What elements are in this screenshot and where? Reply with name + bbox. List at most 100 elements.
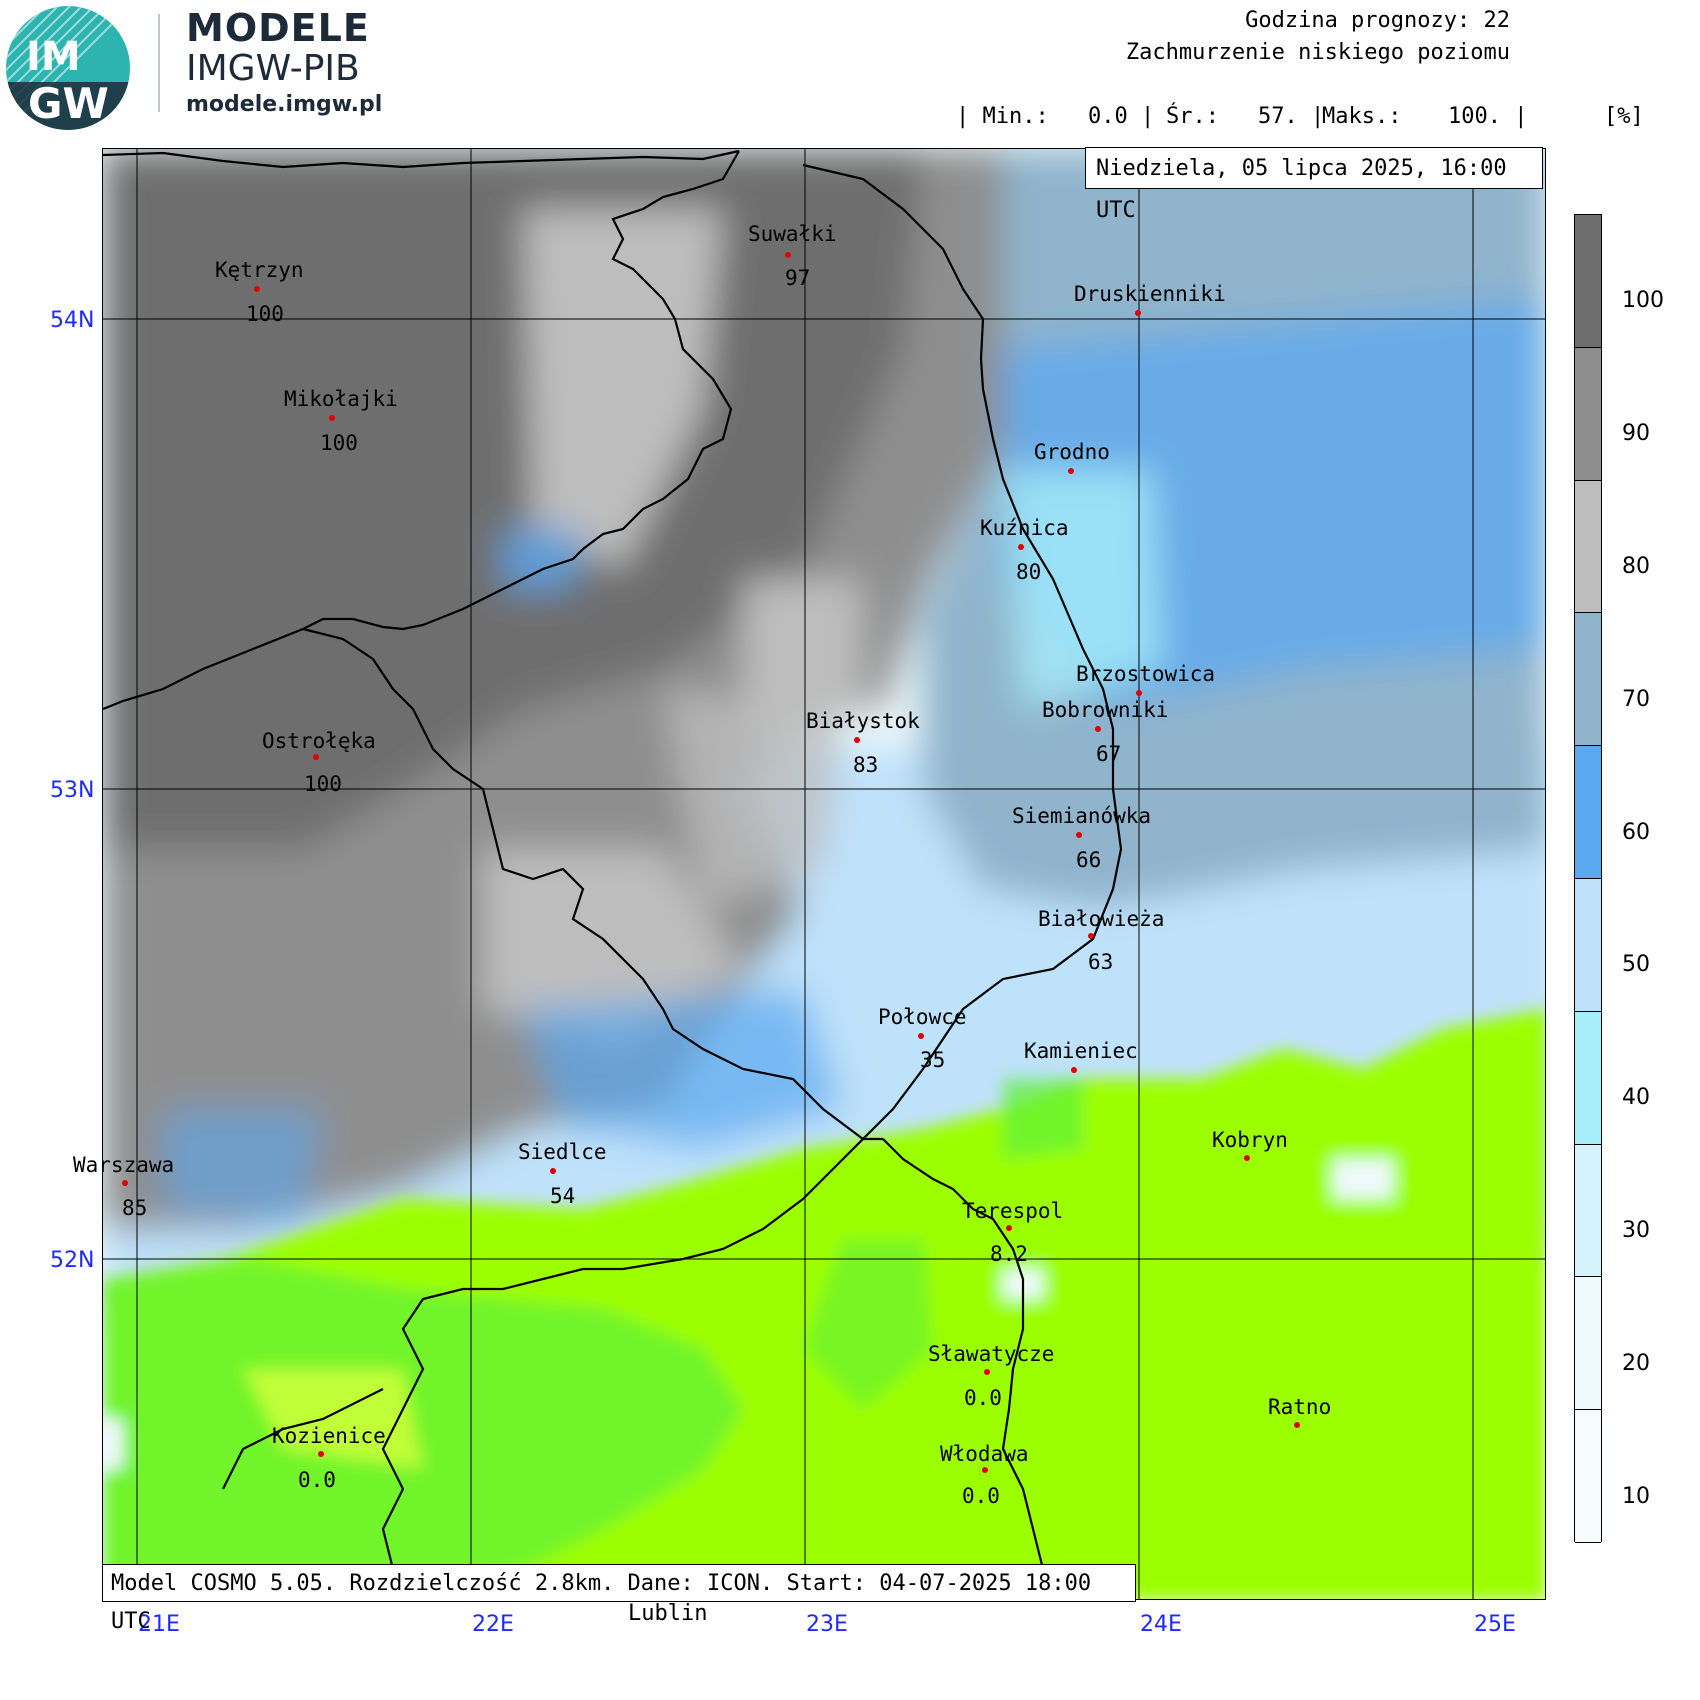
legend-swatch — [1575, 347, 1601, 481]
legend-swatch — [1575, 1144, 1601, 1278]
city-value: 83 — [853, 753, 879, 777]
brand-divider — [158, 14, 160, 112]
city-name: Grodno — [1034, 440, 1110, 464]
city-marker — [1076, 832, 1082, 838]
legend-swatch — [1575, 480, 1601, 614]
city-marker — [550, 1168, 556, 1174]
city-marker — [1006, 1225, 1012, 1231]
city-marker — [318, 1451, 324, 1457]
city-marker — [1088, 933, 1094, 939]
city-value: 0.0 — [298, 1468, 336, 1492]
city-marker — [1294, 1422, 1300, 1428]
map-frame — [102, 148, 1546, 1600]
city-name: Włodawa — [940, 1442, 1029, 1466]
city-name: Ostrołęka — [262, 729, 376, 753]
legend-swatch — [1575, 1011, 1601, 1145]
brand-title: MODELE — [186, 6, 370, 50]
legend-swatch — [1575, 613, 1601, 747]
city-marker — [982, 1467, 988, 1473]
lat-label-53n: 53N — [50, 778, 95, 803]
city-marker — [313, 754, 319, 760]
city-marker — [1136, 690, 1142, 696]
legend-label: 20 — [1622, 1350, 1650, 1376]
stat-max-value: 100. | — [1448, 104, 1528, 129]
city-value: 100 — [320, 431, 358, 455]
cloud-cover-map — [103, 149, 1545, 1599]
legend-label: 100 — [1622, 288, 1664, 314]
city-name: Połowce — [878, 1005, 967, 1029]
city-name: Siedlce — [518, 1140, 607, 1164]
city-marker — [329, 415, 335, 421]
lon-label-24e: 24E — [1140, 1612, 1182, 1637]
city-value: 35 — [920, 1048, 946, 1072]
city-name: Kobryn — [1212, 1128, 1288, 1152]
city-marker — [1244, 1155, 1250, 1161]
legend-label: 30 — [1622, 1218, 1650, 1243]
city-name: Brzostowica — [1076, 662, 1216, 686]
city-marker — [1018, 544, 1024, 550]
city-value: 54 — [550, 1184, 576, 1208]
lon-label-23e: 23E — [806, 1612, 848, 1637]
city-value: 80 — [1016, 560, 1042, 584]
country-borders — [103, 149, 1123, 1599]
city-marker — [1071, 1067, 1077, 1073]
brand-url-link[interactable]: modele.imgw.pl — [186, 92, 383, 117]
logo-text-bottom: GW — [28, 79, 109, 128]
city-name: Białystok — [806, 709, 920, 733]
city-name: Sławatycze — [928, 1342, 1055, 1366]
city-value: 100 — [304, 772, 342, 796]
city-name: Suwałki — [748, 222, 837, 246]
stat-max-label: Maks.: — [1322, 104, 1402, 129]
city-value: 63 — [1088, 950, 1114, 974]
city-marker — [254, 286, 260, 292]
city-name: Kuźnica — [980, 516, 1069, 540]
city-marker — [785, 252, 791, 258]
brand-subtitle: IMGW-PIB — [186, 48, 360, 89]
legend-label: 10 — [1622, 1483, 1650, 1509]
color-legend-bar — [1574, 214, 1602, 1543]
unit-label: [%] — [1604, 104, 1644, 129]
city-name: Kamieniec — [1024, 1039, 1138, 1063]
city-name: Warszawa — [73, 1153, 175, 1177]
city-value: 67 — [1096, 742, 1122, 766]
legend-label: 40 — [1622, 1085, 1650, 1111]
lat-label-54n: 54N — [50, 308, 95, 333]
city-marker — [854, 737, 860, 743]
city-value: 8.2 — [990, 1242, 1028, 1266]
stat-mean-label: Śr.: — [1166, 104, 1219, 129]
legend-swatch — [1575, 1277, 1601, 1411]
city-marker — [1135, 310, 1141, 316]
legend-label: 60 — [1622, 819, 1650, 845]
legend-label: 70 — [1622, 686, 1650, 712]
legend-label: 90 — [1622, 421, 1650, 447]
lon-label-21e: 21E — [138, 1612, 180, 1637]
city-marker — [918, 1033, 924, 1039]
city-marker — [1068, 468, 1074, 474]
city-name: Kętrzyn — [215, 258, 304, 282]
legend-swatch — [1575, 878, 1601, 1012]
stat-mean-value: 57. | — [1258, 104, 1325, 129]
imgw-logo: IM GW — [4, 4, 132, 132]
lat-label-52n: 52N — [50, 1248, 95, 1273]
lon-label-25e: 25E — [1474, 1612, 1516, 1637]
city-name: Mikołajki — [284, 387, 398, 411]
city-value: 0.0 — [962, 1484, 1000, 1508]
city-value: 100 — [246, 302, 284, 326]
logo-text-top: IM — [26, 34, 81, 80]
stat-min-label: | Min.: — [956, 104, 1049, 129]
lon-label-22e: 22E — [472, 1612, 514, 1637]
city-marker — [1095, 726, 1101, 732]
legend-swatch — [1575, 1410, 1601, 1543]
legend-label: 50 — [1622, 952, 1650, 978]
city-name: Bobrowniki — [1042, 698, 1169, 722]
city-value: 85 — [122, 1196, 148, 1220]
city-name: Siemianówka — [1012, 804, 1152, 828]
city-value: 97 — [785, 266, 811, 290]
legend-swatch — [1575, 215, 1601, 348]
graticule — [103, 149, 1545, 1599]
city-value: 0.0 — [964, 1386, 1002, 1410]
stat-min-value: 0.0 | — [1088, 104, 1155, 129]
model-info-box: Model COSMO 5.05. Rozdzielczość 2.8km. D… — [102, 1564, 1136, 1634]
city-name: Białowieża — [1038, 907, 1165, 931]
legend-swatch — [1575, 746, 1601, 879]
